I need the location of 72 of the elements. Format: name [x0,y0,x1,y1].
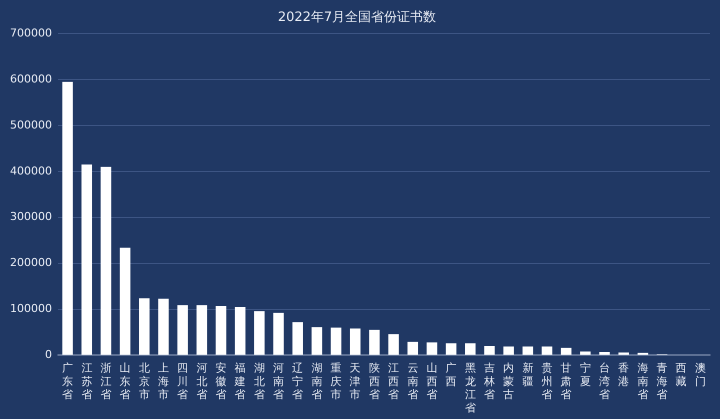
bar [312,327,322,355]
x-tick-label: 云南省 [407,362,418,402]
y-tick-label: 600000 [10,72,52,86]
x-tick-label: 青海省 [656,362,668,402]
bar [254,311,265,355]
bar [81,164,92,355]
bar [139,298,150,355]
y-tick-label: 500000 [10,118,52,132]
y-tick-label: 200000 [10,256,52,270]
x-tick-label: 辽宁省 [292,362,304,402]
x-tick-label: 广西 [446,362,457,388]
bar [580,352,591,355]
bar [350,328,361,355]
x-tick-label: 河北省 [196,362,208,402]
chart-title: 2022年7月全国省份证书数 [278,10,436,26]
y-tick-label: 300000 [10,210,52,224]
x-tick-label: 江苏省 [81,362,92,402]
x-tick-label: 福建省 [234,362,246,402]
x-tick-label: 安徽省 [215,362,226,402]
bar [292,322,303,355]
y-tick-label: 0 [44,348,52,362]
x-tick-label: 湖北省 [254,362,265,402]
x-tick-label: 香港 [618,362,630,388]
bar [273,312,284,355]
x-tick-label: 广东省 [62,362,74,402]
x-tick-label: 宁夏 [580,362,591,388]
bar [407,342,418,355]
x-tick-label: 甘肃省 [560,362,572,402]
x-tick-label: 陕西省 [368,362,380,402]
bar [216,306,226,355]
bar [120,248,130,355]
x-tick-label: 内蒙古 [503,362,514,402]
bar [465,343,476,355]
x-tick-label: 江西省 [388,362,400,402]
bar [369,330,380,355]
x-tick-label: 上海市 [158,362,169,402]
bar [158,298,169,355]
bar [522,346,534,355]
x-tick-label: 天津市 [350,362,361,402]
bar [599,352,610,355]
y-tick-label: 700000 [10,26,52,40]
bar [503,346,514,355]
x-tick-label: 浙江省 [100,362,112,402]
x-tick-label: 黑龙江省 [464,362,476,414]
bar [330,328,342,355]
bar [62,82,73,355]
x-tick-label: 西藏 [676,362,687,388]
x-tick-label: 吉林省 [482,362,495,402]
bar [177,305,188,355]
bar [426,342,438,355]
bar [542,346,552,355]
x-tick-label: 河南省 [273,362,284,402]
x-tick-label: 四川省 [177,362,188,402]
x-tick-label: 湖南省 [311,362,322,402]
x-tick-label: 贵州省 [542,362,552,402]
x-tick-label: 重庆市 [330,362,342,402]
x-tick-label: 海南省 [637,362,648,402]
x-tick-label: 北京市 [138,362,150,402]
bar [484,346,495,355]
bar [446,343,456,355]
bar [560,348,572,355]
bar [196,305,208,355]
x-tick-label: 台湾省 [599,362,610,402]
bar [234,306,246,355]
bar [100,166,112,355]
bar [388,334,399,355]
x-tick-label: 山西省 [426,362,438,402]
y-tick-label: 100000 [10,302,52,316]
x-tick-label: 澳门 [694,362,706,388]
y-tick-label: 400000 [10,164,52,178]
x-tick-label: 新疆 [522,362,534,388]
x-tick-label: 山东省 [120,362,131,402]
